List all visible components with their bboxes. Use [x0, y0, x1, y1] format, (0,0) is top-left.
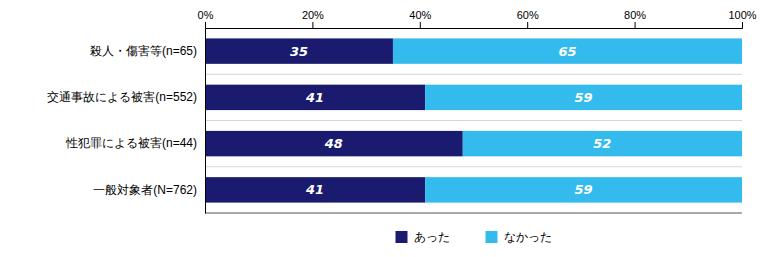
tick-label: 40% [409, 9, 431, 21]
separator [205, 74, 742, 75]
legend-item: なかった [486, 230, 552, 244]
tick-mark [742, 22, 743, 28]
bar [393, 38, 742, 63]
tick: 100% [728, 9, 756, 28]
data-label: 59 [575, 182, 593, 197]
chart: 35 41 48 41 65 59 52 59 0% 20% 40% 60% 80% 100% 殺人・傷害等… [0, 0, 762, 257]
tick-label: 60% [517, 9, 539, 21]
tick: 40% [409, 9, 431, 28]
tick: 交通事故による被害(n=552) [47, 90, 197, 104]
tick-mark [205, 22, 206, 28]
legend-item: あった [396, 230, 450, 244]
data-label: 35 [290, 44, 308, 59]
tick-mark [635, 22, 636, 28]
tick-label: 20% [302, 9, 324, 21]
data-label: 48 [324, 136, 343, 151]
tick-label: 一般対象者(N=762) [93, 183, 197, 197]
bar [463, 131, 742, 156]
tick: 20% [302, 9, 324, 28]
data-label: 59 [575, 90, 593, 105]
separators [205, 74, 742, 167]
tick-label: 0% [198, 9, 214, 21]
axis-line [206, 22, 743, 29]
legend-label: なかった [504, 230, 552, 244]
x-axis: 0% 20% 40% 60% 80% 100% [198, 9, 757, 29]
tick-label: 交通事故による被害(n=552) [47, 90, 197, 104]
bar [205, 131, 463, 156]
data-label: 65 [558, 44, 576, 59]
tick-label: 100% [728, 9, 756, 21]
bar [205, 85, 425, 110]
bar [205, 177, 425, 202]
tick: 殺人・傷害等(n=65) [90, 44, 197, 58]
bars [205, 38, 742, 202]
tick: 性犯罪による被害(n=44) [65, 136, 197, 150]
data-label: 41 [305, 90, 324, 105]
bar [425, 85, 742, 110]
separator [205, 166, 742, 167]
plot: 35 41 48 41 65 59 52 59 0% 20% 40% 60% 80% 100% 殺人・傷害等… [47, 9, 756, 214]
tick-label: 性犯罪による被害(n=44) [65, 136, 197, 150]
separator [205, 120, 742, 121]
bottom-border [205, 213, 742, 214]
data-labels: 35 41 48 41 65 59 52 59 [290, 44, 611, 198]
legend-label: あった [414, 230, 450, 244]
y-axis: 殺人・傷害等(n=65) 交通事故による被害(n=552) 性犯罪による被害(n=4… [47, 29, 205, 214]
tick: 60% [517, 9, 539, 28]
tick: 一般対象者(N=762) [93, 183, 197, 197]
legend-swatch [486, 231, 498, 243]
bar [425, 177, 742, 202]
legend: あった なかった [396, 230, 552, 244]
tick-mark [527, 22, 528, 28]
tick: 0% [198, 9, 214, 28]
axis-line [205, 29, 206, 214]
bar [205, 38, 393, 63]
tick-mark [312, 22, 313, 28]
tick-label: 80% [624, 9, 646, 21]
data-label: 52 [593, 136, 611, 151]
tick-label: 殺人・傷害等(n=65) [90, 44, 197, 58]
tick: 80% [624, 9, 646, 28]
tick-mark [420, 22, 421, 28]
series [393, 38, 742, 202]
legend-swatch [396, 231, 408, 243]
data-label: 41 [305, 182, 324, 197]
